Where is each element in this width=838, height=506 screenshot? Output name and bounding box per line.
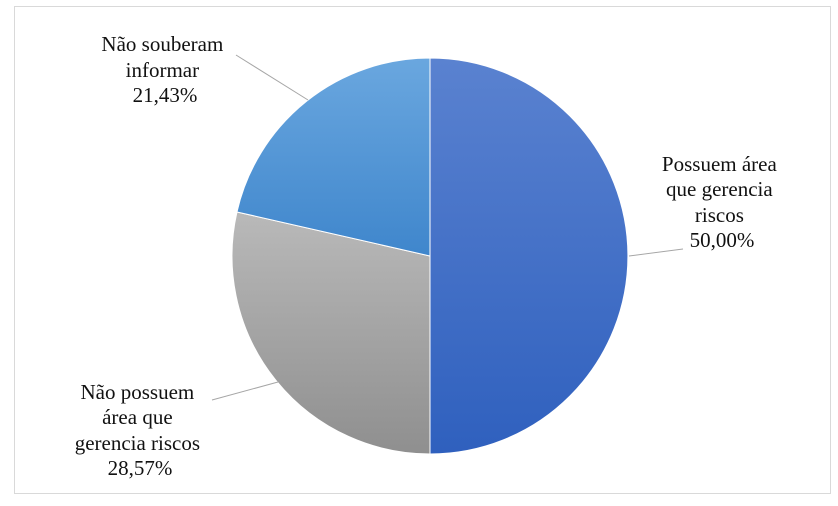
- slice-label-line: Não souberam: [101, 32, 223, 56]
- slice-label-line: riscos: [695, 203, 744, 227]
- slice-label-line: área que: [102, 405, 173, 429]
- pie-slice-2: [236, 57, 431, 257]
- slice-label-line: gerencia riscos: [75, 431, 200, 455]
- slice-label-nao-souberam: Não souberam informar 21,43%: [101, 32, 228, 107]
- slice-percent: 21,43%: [133, 83, 198, 107]
- slice-percent: 28,57%: [108, 456, 173, 480]
- leader-line-slice-0: [628, 248, 684, 257]
- slice-percent: 50,00%: [690, 228, 755, 252]
- pie-slices: [231, 57, 629, 455]
- slice-label-line: Não possuem: [81, 380, 195, 404]
- slice-label-line: que gerencia: [666, 177, 773, 201]
- slice-label-line: informar: [126, 58, 199, 82]
- slice-label-line: Possuem área: [662, 152, 778, 176]
- slice-label-nao-possuem: Não possuem área que gerencia riscos 28,…: [75, 380, 206, 480]
- slice-label-possuem: Possuem área que gerencia riscos 50,00%: [662, 152, 782, 252]
- leader-line-slice-1: [211, 381, 279, 401]
- pie-slice-1: [231, 211, 431, 455]
- pie-slice-0: [429, 57, 629, 455]
- leader-line-slice-2: [235, 54, 309, 101]
